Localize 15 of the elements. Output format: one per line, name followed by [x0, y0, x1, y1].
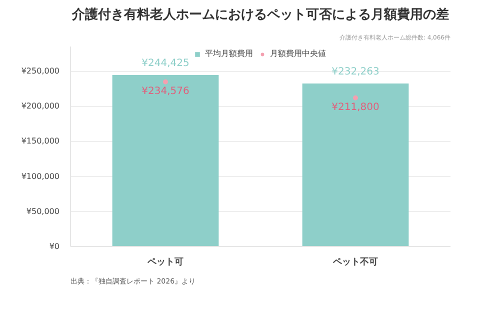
y-tick-label: ¥100,000 [21, 172, 60, 181]
legend-label: 月額費用中央値 [270, 48, 326, 59]
data-label: ¥244,425 [142, 58, 190, 69]
data-label: ¥211,800 [332, 102, 380, 113]
data-label: ¥232,263 [332, 66, 380, 78]
y-tick-label: ¥250,000 [21, 66, 60, 76]
y-tick-label: ¥0 [49, 242, 60, 251]
chart-title: 介護付き有料老人ホームにおけるペット可否による月額費用の差 [71, 6, 449, 22]
y-tick-label: ¥150,000 [21, 136, 60, 146]
y-tick-label: ¥200,000 [21, 102, 60, 111]
data-label: ¥234,576 [142, 86, 190, 97]
x-tick-label: ペット不可 [332, 256, 378, 268]
x-tick-label: ペット可 [146, 256, 184, 268]
y-tick-label: ¥50,000 [26, 206, 60, 216]
legend-label: 平均月額費用 [205, 48, 253, 59]
